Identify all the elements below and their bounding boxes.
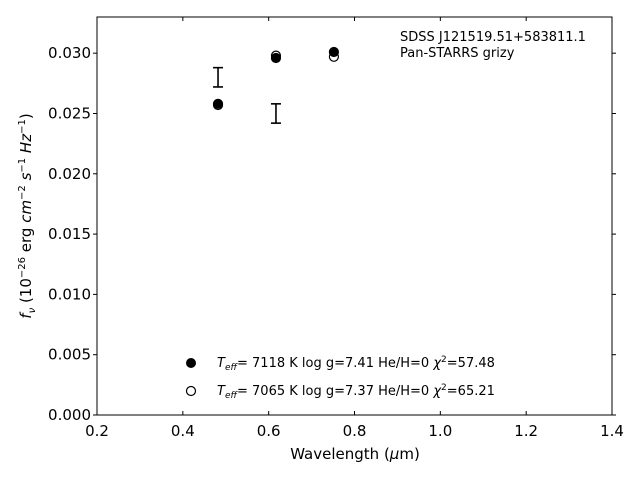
y-tick-label: 0.015 — [48, 225, 91, 243]
data-marks — [212, 46, 339, 124]
y-axis-ticks: 0.000 0.005 0.010 0.015 0.020 0.025 0.030 — [48, 44, 616, 424]
y-tick-label: 0.025 — [48, 104, 91, 122]
model-point-open — [212, 99, 224, 111]
model-point-filled — [270, 52, 282, 64]
x-tick-label: 0.6 — [257, 422, 281, 440]
legend-marker-filled — [186, 358, 196, 368]
x-axis-ticks: 0.2 0.4 0.6 0.8 1.0 1.2 1.4 — [85, 17, 624, 440]
x-axis-label: Wavelength (μm) — [290, 445, 420, 463]
y-tick-label: 0.010 — [48, 285, 91, 303]
y-tick-label: 0.030 — [48, 44, 91, 62]
legend-entry-1: Teff= 7118 K log g=7.41 He/H=0 χ2=57.48 — [217, 355, 495, 373]
model-point-open — [270, 50, 282, 61]
x-tick-label: 0.8 — [343, 422, 367, 440]
y-tick-label: 0.005 — [48, 346, 91, 364]
y-tick-label: 0.020 — [48, 165, 91, 183]
legend: Teff= 7118 K log g=7.41 He/H=0 χ2=57.48 … — [185, 355, 495, 401]
x-tick-label: 1.2 — [514, 422, 538, 440]
survey-annotation: Pan-STARRS grizy — [400, 46, 515, 61]
legend-entry-2: Teff= 7065 K log g=7.37 He/H=0 χ2=65.21 — [217, 383, 495, 401]
x-tick-label: 1.0 — [428, 422, 452, 440]
legend-marker-open — [185, 385, 197, 397]
y-axis-label: fν (10−26 erg cm−2 s−1 Hz−1) — [17, 113, 38, 318]
object-name-annotation: SDSS J121519.51+583811.1 — [400, 30, 586, 45]
x-tick-label: 0.4 — [171, 422, 195, 440]
x-tick-label: 0.2 — [85, 422, 109, 440]
y-tick-label: 0.000 — [48, 406, 91, 424]
x-tick-label: 1.4 — [600, 422, 624, 440]
model-point-open — [328, 51, 339, 62]
